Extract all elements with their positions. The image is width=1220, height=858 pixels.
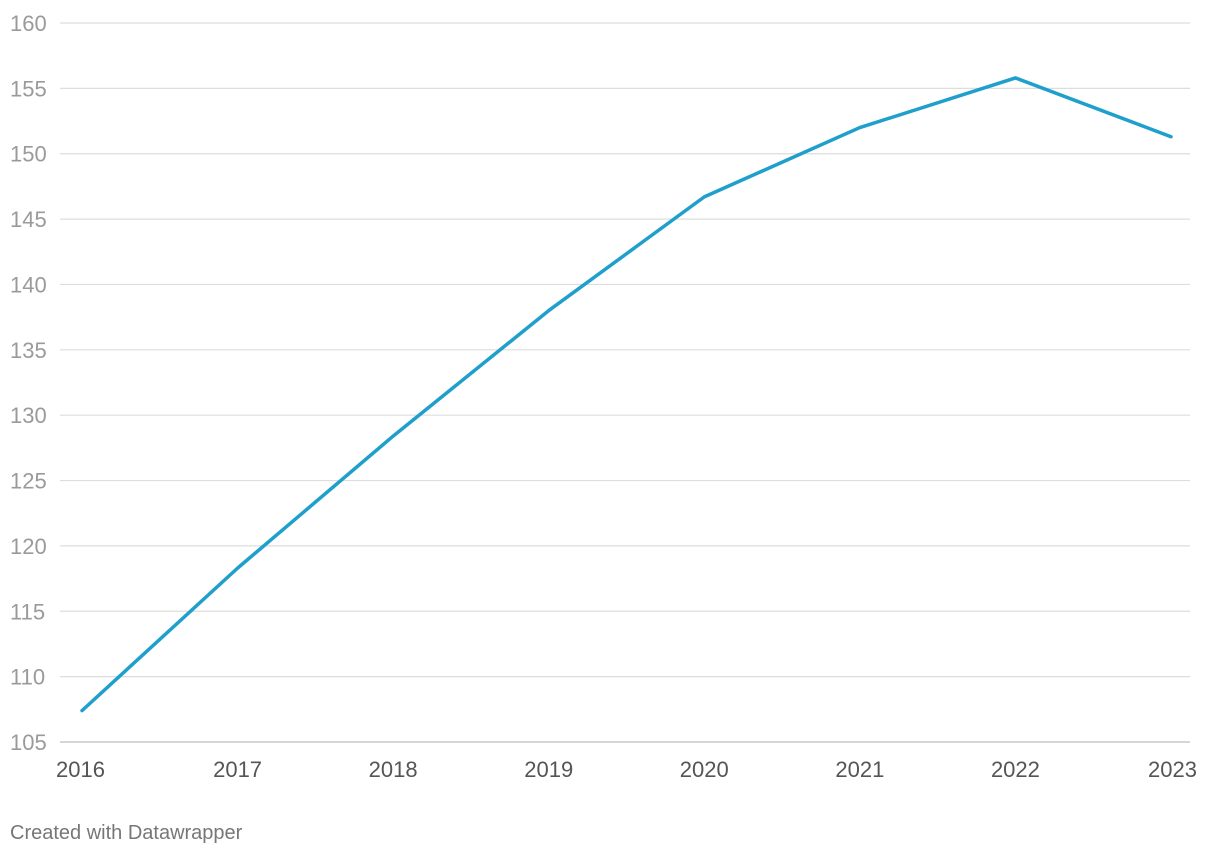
y-tick-label-115: 115 <box>10 599 45 624</box>
y-axis-ticks: 105 110 115 120 125 130 135 140 145 150 155 160 <box>10 11 47 755</box>
x-tick-label-2021: 2021 <box>835 757 884 782</box>
credit-text: Created with Datawrapper <box>10 822 243 844</box>
series <box>80 76 1173 713</box>
y-tick-label-110: 110 <box>10 665 45 690</box>
y-tick-label-150: 150 <box>10 142 47 167</box>
y-tick-label-125: 125 <box>10 469 47 494</box>
y-tick-label-135: 135 <box>10 338 47 363</box>
x-tick-label-2017: 2017 <box>213 757 262 782</box>
y-tick-label-145: 145 <box>10 207 47 232</box>
x-axis-ticks: 2016 2017 2018 2019 2020 2021 2022 2023 <box>56 757 1197 782</box>
x-tick-label-2023: 2023 <box>1148 757 1197 782</box>
y-tick-label-130: 130 <box>10 403 47 428</box>
y-tick-label-140: 140 <box>10 272 47 297</box>
y-tick-label-105: 105 <box>10 730 47 755</box>
x-tick-label-2022: 2022 <box>991 757 1040 782</box>
y-tick-label-160: 160 <box>10 11 47 36</box>
y-tick-label-120: 120 <box>10 534 47 559</box>
x-tick-label-2016: 2016 <box>56 757 105 782</box>
y-tick-label-155: 155 <box>10 76 47 101</box>
series-line-0 <box>80 76 1173 713</box>
x-tick-label-2018: 2018 <box>369 757 418 782</box>
gridlines <box>60 22 1190 743</box>
x-tick-label-2020: 2020 <box>680 757 729 782</box>
x-tick-label-2019: 2019 <box>524 757 573 782</box>
